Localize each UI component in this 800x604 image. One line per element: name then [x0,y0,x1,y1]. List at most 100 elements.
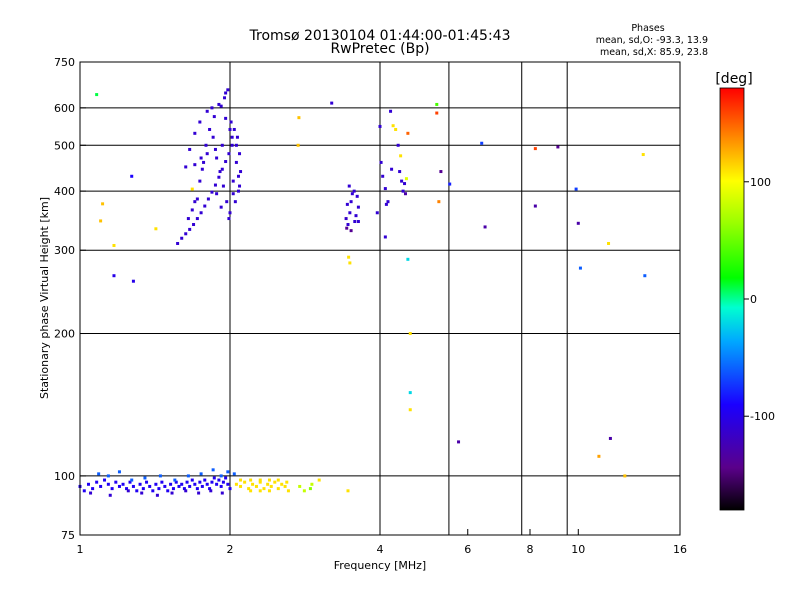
grid-lines [80,62,680,535]
data-point [200,484,204,488]
colorbar-tick-label: 100 [750,176,771,189]
data-point [356,220,360,224]
data-point [99,219,103,223]
x-tick-label: 4 [377,543,384,556]
data-point [210,106,214,110]
data-point [174,480,178,484]
y-axis-label: Stationary phase Virtual Height [km] [38,197,51,399]
data-point [95,93,99,97]
data-point [205,482,209,486]
data-point [145,480,149,484]
data-point [112,274,116,278]
data-point [390,167,394,171]
data-point [251,482,255,486]
plot-frame [79,61,681,536]
data-point [233,200,237,204]
x-tick-label: 2 [227,543,234,556]
data-point [193,482,197,486]
data-point [169,482,173,486]
data-point [195,217,199,221]
data-point [286,489,290,493]
data-point [211,468,215,472]
x-tick-label: 10 [571,543,585,556]
data-point [350,192,354,196]
data-point [483,225,487,229]
data-point [238,184,242,188]
data-point [219,205,223,209]
data-point [297,116,301,120]
data-point [389,109,393,113]
data-point [210,190,214,194]
data-point [205,152,209,156]
data-point [354,214,358,218]
data-point [170,491,174,495]
data-point [231,179,235,183]
data-point [215,482,219,486]
data-point [99,484,103,488]
data-point [597,454,601,458]
data-point [166,489,170,493]
data-point [384,202,388,206]
data-point [141,487,145,491]
data-point [208,127,212,131]
y-tick-label: 200 [54,328,75,341]
data-point [408,332,412,336]
data-point [193,163,197,167]
data-point [396,143,400,147]
data-point [238,152,242,156]
data-point [110,487,114,491]
y-tick-label: 300 [54,244,75,257]
data-point [199,156,203,160]
data-point [276,478,280,482]
data-point [317,478,321,482]
data-point [399,154,403,158]
data-point [203,478,207,482]
data-point [158,474,162,478]
data-point [266,482,270,486]
data-point [220,143,224,147]
data-point [296,143,300,147]
data-point [106,474,110,478]
data-point [143,476,147,480]
data-point [386,200,390,204]
data-point [130,174,134,178]
data-point [346,489,350,493]
data-point [258,478,262,482]
data-point [391,124,395,128]
data-point [177,484,181,488]
data-point [215,156,219,160]
data-point [219,484,223,488]
data-point [101,202,105,206]
data-point [203,204,207,208]
data-point [406,257,410,261]
data-point [206,197,210,201]
data-point [533,204,537,208]
data-point [533,147,537,151]
data-point [276,487,280,491]
data-point [126,489,130,493]
data-point [457,440,461,444]
data-point [198,179,202,183]
data-point [345,202,349,206]
data-point [232,127,236,131]
axis-ticks: 1 2 4 6 8 10 16 75 100 200 300 400 500 600 750 [54,56,687,556]
data-point [190,187,194,191]
data-point [130,478,134,482]
data-point [160,480,164,484]
data-point [356,205,360,209]
data-point [383,235,387,239]
data-point [239,484,243,488]
data-point [239,170,243,174]
data-point [173,478,177,482]
data-point [480,141,484,145]
data-point [378,124,382,128]
data-point [221,480,225,484]
data-point [176,241,180,245]
data-point [200,167,204,171]
data-point [347,184,351,188]
x-tick-label: 8 [527,543,534,556]
data-point [355,194,359,198]
x-tick-label: 1 [77,543,84,556]
data-point [193,131,197,135]
